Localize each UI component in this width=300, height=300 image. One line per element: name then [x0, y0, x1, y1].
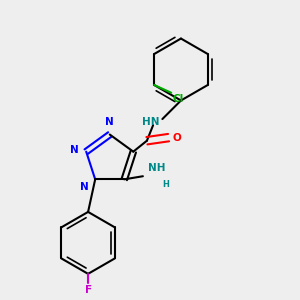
- Text: N: N: [105, 117, 114, 127]
- Text: NH: NH: [148, 163, 165, 173]
- Text: N: N: [80, 182, 89, 192]
- Text: F: F: [85, 285, 92, 295]
- Text: HN: HN: [142, 117, 159, 127]
- Text: O: O: [172, 133, 181, 142]
- Text: H: H: [162, 180, 169, 189]
- Text: Cl: Cl: [173, 94, 184, 104]
- Text: N: N: [70, 145, 79, 155]
